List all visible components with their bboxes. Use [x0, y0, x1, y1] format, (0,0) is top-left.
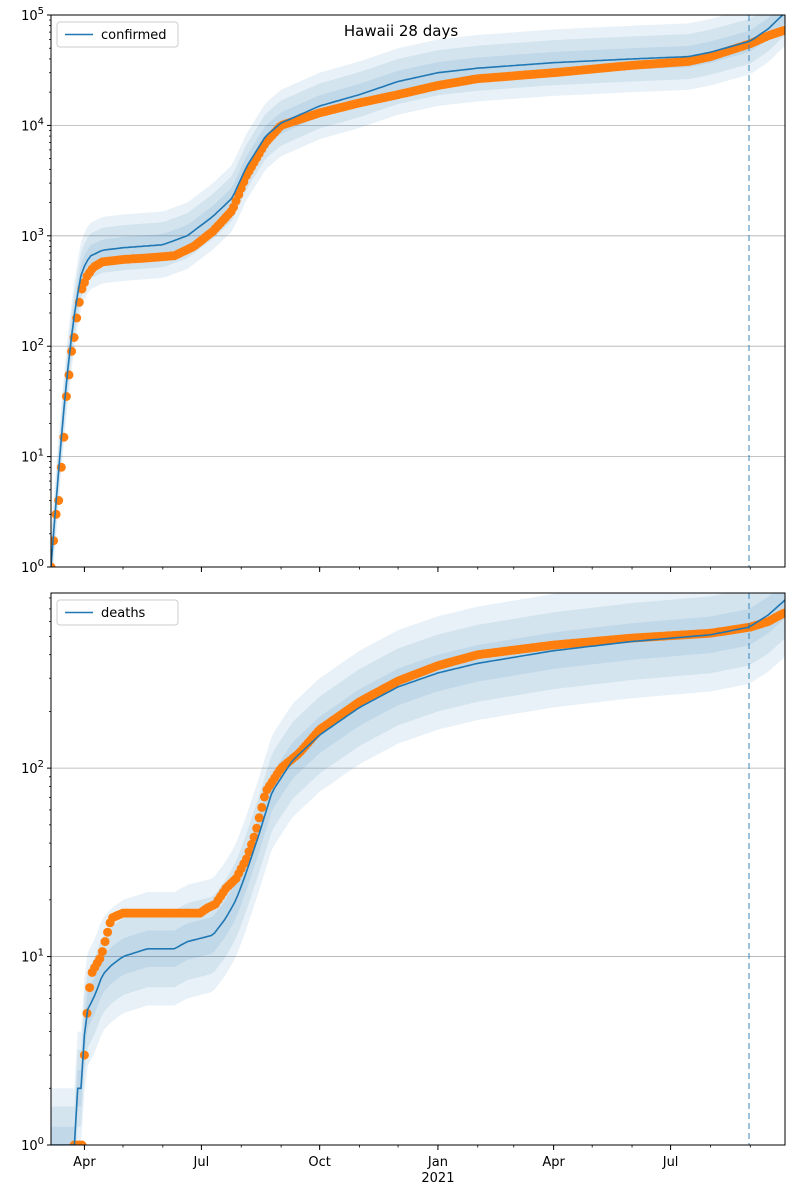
observed-point [95, 954, 105, 964]
y-tick-exponent: 1 [38, 448, 44, 459]
uncertainty-band [51, 15, 785, 567]
uncertainty-band [51, 593, 785, 1145]
legend-label: deaths [101, 606, 146, 621]
observed-point [252, 823, 262, 833]
y-tick-exponent: 0 [38, 1136, 44, 1147]
y-tick-exponent: 4 [38, 116, 44, 127]
observed-point [67, 346, 77, 356]
x-tick-sublabel: 2021 [421, 1171, 454, 1186]
legend-label: confirmed [101, 28, 167, 43]
observed-point [244, 847, 254, 857]
y-tick-base: 10 [21, 340, 38, 355]
observed-point [247, 839, 256, 849]
y-tick-label: 101 [21, 948, 44, 966]
observed-point [100, 937, 110, 947]
y-tick-label: 103 [21, 227, 44, 245]
observed-point [779, 26, 785, 35]
uncertainty-band [51, 593, 785, 1145]
uncertainty-band [51, 593, 785, 1145]
observed-point [51, 509, 61, 519]
model-line [51, 15, 784, 567]
x-tick-label: Jan [427, 1155, 448, 1170]
x-tick-label: Jul [193, 1155, 210, 1170]
observed-point [61, 392, 71, 401]
observed-point [51, 562, 56, 567]
y-tick-label: 102 [21, 337, 44, 355]
observed-point [259, 792, 269, 802]
axes-frame [50, 14, 786, 568]
observed-point [85, 983, 95, 993]
observed-point [254, 813, 264, 823]
legend: confirmed [56, 21, 179, 48]
y-tick-base: 10 [21, 119, 38, 134]
y-tick-exponent: 5 [38, 6, 44, 17]
y-tick-exponent: 3 [38, 227, 44, 238]
y-tick-base: 10 [21, 9, 38, 24]
y-tick-base: 10 [21, 451, 38, 466]
legend-box [56, 599, 179, 626]
plot-area [51, 15, 785, 567]
y-tick-label: 100 [21, 1136, 44, 1154]
observed-point [79, 1050, 89, 1060]
observed-point [249, 832, 259, 842]
x-tick-label: Apr [542, 1155, 565, 1170]
observed-point [257, 802, 267, 812]
plot-area [51, 593, 785, 1145]
x-tick-label: Apr [73, 1155, 96, 1170]
legend-box [56, 21, 179, 48]
observed-point [97, 947, 107, 957]
x-tick-label: Jul [662, 1155, 679, 1170]
y-tick-base: 10 [21, 951, 38, 966]
y-tick-exponent: 2 [38, 337, 44, 348]
observed-point [64, 370, 74, 380]
y-tick-label: 105 [21, 6, 44, 24]
y-tick-label: 100 [21, 558, 44, 576]
y-tick-exponent: 2 [38, 759, 44, 770]
observed-point [103, 927, 113, 937]
y-tick-label: 102 [21, 759, 44, 777]
uncertainty-band [51, 15, 785, 567]
y-tick-base: 10 [21, 561, 38, 576]
observed-point [779, 608, 785, 618]
x-tick-label: Oct [308, 1155, 330, 1170]
y-tick-exponent: 1 [38, 948, 44, 959]
axes-frame [50, 592, 786, 1146]
y-tick-base: 10 [21, 230, 38, 245]
y-tick-label: 101 [21, 448, 44, 466]
y-tick-exponent: 0 [38, 558, 44, 569]
model-line [51, 599, 785, 1145]
y-tick-label: 104 [21, 116, 44, 134]
chart-title: Hawaii 28 days [344, 22, 458, 40]
legend: deaths [56, 599, 179, 626]
y-tick-base: 10 [21, 762, 38, 777]
observed-point [241, 854, 251, 864]
y-tick-base: 10 [21, 1139, 38, 1154]
observed-point [77, 1140, 87, 1145]
